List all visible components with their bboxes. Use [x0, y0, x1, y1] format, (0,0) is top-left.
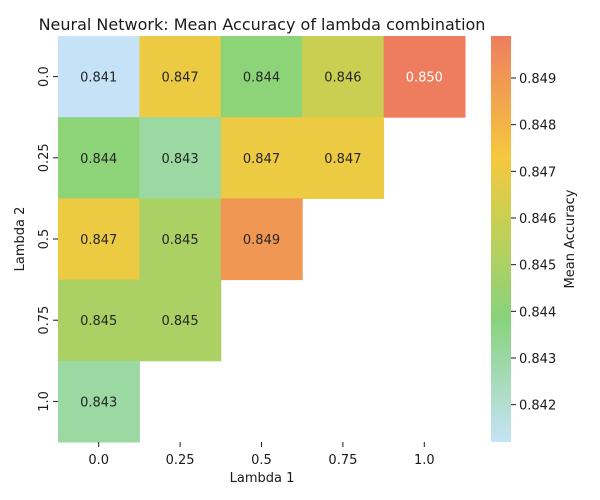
colorbar-tick-label: 0.847 [519, 165, 556, 180]
cell-value-label: 0.845 [80, 314, 117, 329]
y-tick-label: 0.75 [37, 306, 52, 335]
heatmap-cell [139, 36, 222, 118]
heatmap-cell [302, 117, 385, 199]
heatmap-cell [58, 279, 140, 362]
colorbar-tick-label: 0.844 [519, 305, 556, 320]
y-axis-label: Lambda 2 [13, 207, 28, 272]
heatmap-cell [58, 117, 140, 199]
x-axis-label: Lambda 1 [230, 471, 295, 486]
heatmap-cell [58, 36, 140, 118]
colorbar-label: Mean Accuracy [563, 189, 578, 288]
cell-value-label: 0.844 [243, 71, 280, 86]
cell-value-label: 0.847 [243, 152, 280, 167]
cell-value-label: 0.847 [161, 71, 198, 86]
x-tick-label: 1.0 [414, 453, 435, 468]
heatmap-cells: 0.841 0.847 0.844 0.846 0.850 0.844 0.843 0.847… [58, 36, 466, 443]
heatmap-cell [220, 117, 303, 199]
cell-value-label: 0.849 [243, 233, 280, 248]
y-tick-label: 0.25 [37, 143, 52, 172]
cell-value-label: 0.845 [161, 314, 198, 329]
cell-value-label: 0.847 [324, 152, 361, 167]
cell-value-label: 0.844 [80, 152, 117, 167]
heatmap-cell [58, 360, 140, 443]
x-tick-label: 0.0 [88, 453, 109, 468]
cell-value-label: 0.843 [80, 395, 117, 410]
chart-title: Neural Network: Mean Accuracy of lambda … [39, 15, 486, 34]
y-tick-label: 1.0 [37, 391, 52, 412]
cell-value-label: 0.843 [161, 152, 198, 167]
colorbar-tick-label: 0.846 [519, 212, 556, 227]
heatmap-cell [58, 198, 140, 281]
colorbar-tick-label: 0.845 [519, 259, 556, 274]
x-tick-label: 0.75 [328, 453, 357, 468]
heatmap-cell [139, 198, 222, 281]
cell-value-label: 0.841 [80, 71, 117, 86]
cell-value-label: 0.846 [324, 71, 361, 86]
colorbar-tick-label: 0.843 [519, 352, 556, 367]
x-tick-label: 0.5 [251, 453, 272, 468]
cell-value-label: 0.845 [161, 233, 198, 248]
x-tick-label: 0.25 [166, 453, 195, 468]
y-tick-label: 0.0 [37, 66, 52, 87]
cell-value-label: 0.850 [406, 71, 443, 86]
y-axis: 0.0 0.25 0.5 0.75 1.0 [37, 66, 58, 412]
colorbar-tick-label: 0.848 [519, 119, 556, 134]
heatmap-cell [302, 36, 385, 118]
y-tick-label: 0.5 [37, 229, 52, 250]
heatmap-cell [139, 279, 222, 362]
colorbar-tick-label: 0.842 [519, 399, 556, 414]
colorbar-ticks: 0.842 0.843 0.844 0.845 0.846 0.847 0.848 0.849 [511, 72, 556, 414]
cell-value-label: 0.847 [80, 233, 117, 248]
heatmap-cell [139, 117, 222, 199]
x-axis: 0.0 0.25 0.5 0.75 1.0 [88, 442, 435, 468]
heatmap-cell [383, 36, 466, 118]
heatmap-cell [220, 198, 303, 281]
colorbar-tick-label: 0.849 [519, 72, 556, 87]
colorbar [491, 36, 511, 442]
heatmap-cell [220, 36, 303, 118]
